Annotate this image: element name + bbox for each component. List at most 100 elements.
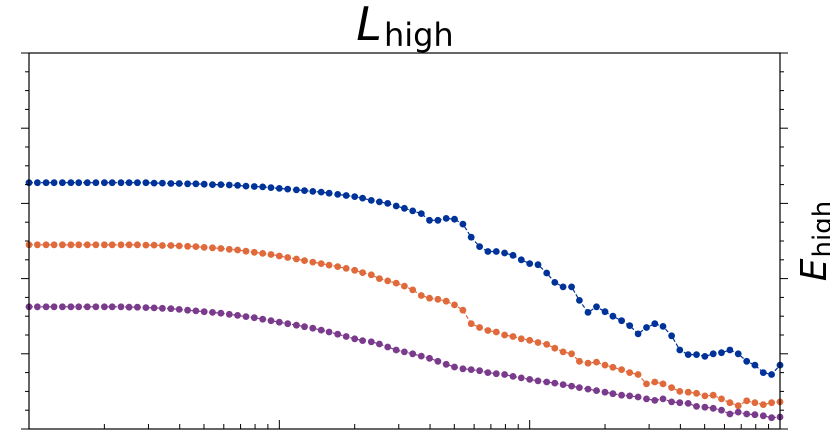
series-2-point [492, 328, 500, 336]
series-2-point [484, 327, 492, 334]
series-2-point [325, 261, 333, 269]
series-1-point [576, 297, 583, 304]
series-2-point [768, 399, 775, 407]
series-1-point [709, 350, 717, 358]
series-3-point [526, 376, 534, 383]
series-3-point [50, 303, 58, 311]
series-3-point [293, 321, 300, 329]
series-2-point [317, 260, 325, 267]
series-1-point [426, 216, 433, 224]
series-3-point [175, 306, 183, 313]
series-3-point [351, 335, 359, 343]
series-1-point [543, 269, 551, 277]
series-3-point [551, 379, 559, 387]
series-3-point [759, 412, 767, 420]
series-3-point [467, 366, 475, 373]
series-2-point [709, 391, 717, 399]
series-3-point [401, 348, 408, 356]
series-2-point [601, 361, 609, 369]
series-1-point [293, 186, 300, 194]
series-2-point [134, 241, 141, 249]
series-1-point [734, 350, 742, 358]
series-2-point [618, 366, 625, 373]
series-1-point [701, 353, 709, 360]
series-1-point [159, 179, 166, 187]
series-3-point [217, 309, 225, 317]
series-3-point [92, 303, 100, 311]
series-1-point [384, 200, 392, 207]
series-3-point [108, 303, 116, 311]
series-2-point [426, 294, 433, 302]
series-2-point [392, 279, 400, 287]
series-2-point [108, 241, 116, 249]
series-2-point [34, 241, 41, 249]
series-3-point [451, 363, 458, 371]
series-2-point [459, 306, 467, 314]
series-2-point [92, 241, 100, 249]
series-1-point [200, 180, 208, 188]
series-2-point [701, 392, 709, 400]
series-1-point [92, 179, 100, 187]
series-1-point [684, 351, 692, 358]
series-2-point [301, 257, 308, 264]
series-1-point [67, 179, 75, 187]
series-3-point [150, 304, 158, 312]
series-1-point [342, 192, 350, 199]
series-1-point [634, 330, 642, 338]
series-3-point [384, 343, 392, 351]
series-2-point [634, 371, 642, 378]
series-1-point [134, 179, 141, 187]
series-3-point [476, 367, 483, 375]
tick-layer [21, 52, 788, 430]
series-3-point [643, 395, 650, 403]
series-3-point [367, 338, 375, 346]
series-2-point [217, 245, 225, 252]
series-3-point [359, 337, 366, 344]
series-1-point [659, 323, 667, 330]
series-3-point [267, 317, 275, 325]
series-1-point [484, 248, 492, 255]
series-3-point [192, 307, 200, 315]
series-1-point [759, 369, 767, 376]
chart-title: Lhigh [356, 0, 453, 54]
series-3-point [718, 406, 725, 414]
series-3-point [676, 399, 684, 407]
series-2-point [42, 241, 50, 249]
series-1-point [209, 181, 216, 189]
series-2-point [526, 336, 534, 344]
series-3-point [434, 357, 442, 365]
series-3-point [250, 314, 258, 322]
series-3-point [668, 398, 675, 406]
series-1-point [584, 309, 592, 316]
series-2-point [175, 242, 183, 250]
series-2-point [401, 282, 408, 290]
series-1-point [651, 320, 659, 328]
series-1-point [751, 361, 759, 369]
series-3-point [426, 354, 433, 362]
series-1-point [668, 332, 675, 340]
series-2-point [576, 357, 583, 365]
series-2-point [167, 242, 175, 249]
series-2-point [534, 339, 542, 346]
series-2-point [693, 389, 700, 397]
series-2-point [718, 395, 725, 403]
series-2-point [509, 333, 517, 340]
series-1-point [325, 189, 333, 197]
series-2-point [159, 242, 166, 249]
series-1-point [317, 188, 325, 196]
series-2-point [593, 358, 600, 366]
series-2-point [67, 241, 75, 249]
series-1-point [192, 180, 200, 188]
series-2-point [75, 241, 83, 249]
plot-area [21, 52, 788, 430]
series-3-point [684, 400, 692, 407]
series-2-point [309, 258, 317, 266]
series-3-point [484, 369, 492, 376]
series-1-point [593, 303, 600, 311]
series-2-point [184, 242, 192, 250]
series-2-point [442, 297, 450, 305]
series-1-point [225, 181, 233, 189]
series-3-point [751, 411, 759, 419]
series-1-point [768, 371, 775, 378]
series-1-point [451, 215, 458, 223]
